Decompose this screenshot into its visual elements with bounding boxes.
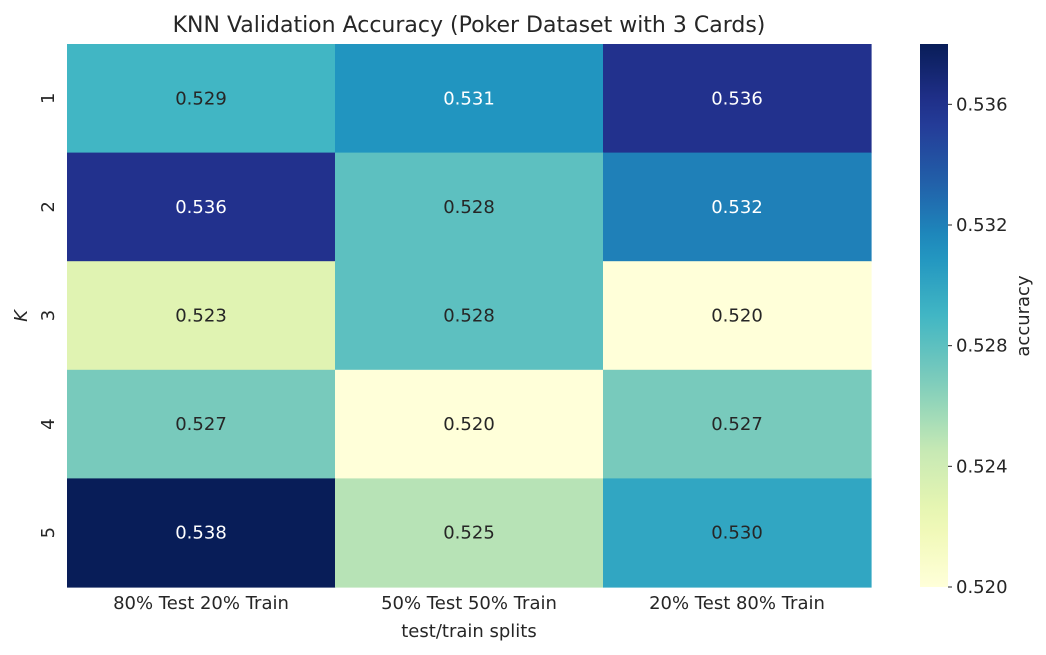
colorbar-ticks: 0.520 0.524 0.528 0.532 0.536 xyxy=(948,94,1008,598)
heatmap-cell xyxy=(603,152,872,262)
colorbar-tick-label: 0.520 xyxy=(956,577,1008,598)
x-tick-label: 20% Test 80% Train xyxy=(649,593,825,614)
heatmap-cell xyxy=(67,44,336,154)
colorbar xyxy=(920,44,948,587)
y-tick-label: 4 xyxy=(38,418,59,429)
heatmap-cell xyxy=(67,478,336,588)
heatmap-cell xyxy=(603,478,872,588)
heatmap-cell xyxy=(603,369,872,479)
colorbar-tick-label: 0.532 xyxy=(956,215,1008,236)
cell-value-label: 0.530 xyxy=(711,523,763,544)
heatmap-cell xyxy=(67,369,336,479)
y-tick-label: 3 xyxy=(38,310,59,321)
cell-value-label: 0.538 xyxy=(175,523,227,544)
cell-value-label: 0.525 xyxy=(443,523,495,544)
heatmap-cell xyxy=(67,152,336,262)
heatmap-cell xyxy=(335,369,604,479)
cell-value-label: 0.528 xyxy=(443,197,495,218)
cell-value-label: 0.536 xyxy=(175,197,227,218)
heatmap-cell xyxy=(335,44,604,154)
heatmap-cell xyxy=(603,261,872,371)
colorbar-tick-label: 0.524 xyxy=(956,456,1008,477)
cell-value-label: 0.520 xyxy=(711,306,763,327)
x-axis-ticks: 80% Test 20% Train 50% Test 50% Train 20% … xyxy=(113,593,825,614)
cell-value-label: 0.520 xyxy=(443,414,495,435)
y-tick-label: 5 xyxy=(38,527,59,538)
y-axis-ticks: 1 2 3 4 5 xyxy=(38,93,59,539)
cell-value-label: 0.523 xyxy=(175,306,227,327)
cell-value-label: 0.532 xyxy=(711,197,763,218)
chart-title: KNN Validation Accuracy (Poker Dataset w… xyxy=(173,13,766,38)
heatmap-cell xyxy=(603,44,872,154)
y-axis-label: K xyxy=(11,309,32,322)
x-axis-label: test/train splits xyxy=(401,621,537,642)
cell-value-label: 0.531 xyxy=(443,88,495,109)
heatmap-cells xyxy=(67,44,872,588)
cell-value-label: 0.529 xyxy=(175,88,227,109)
y-tick-label: 2 xyxy=(38,201,59,212)
y-tick-label: 1 xyxy=(38,93,59,104)
heatmap-cell xyxy=(335,261,604,371)
heatmap-cell xyxy=(335,152,604,262)
cell-value-label: 0.536 xyxy=(711,88,763,109)
heatmap-cell-labels: 0.529 0.531 0.536 0.536 0.528 0.532 0.523 0.528… xyxy=(175,88,763,543)
cell-value-label: 0.527 xyxy=(175,414,227,435)
colorbar-label: accuracy xyxy=(1013,275,1034,357)
cell-value-label: 0.528 xyxy=(443,306,495,327)
x-tick-label: 50% Test 50% Train xyxy=(381,593,557,614)
heatmap-cell xyxy=(67,261,336,371)
x-tick-label: 80% Test 20% Train xyxy=(113,593,289,614)
heatmap-cell xyxy=(335,478,604,588)
colorbar-tick-label: 0.536 xyxy=(956,94,1008,115)
cell-value-label: 0.527 xyxy=(711,414,763,435)
colorbar-tick-label: 0.528 xyxy=(956,336,1008,357)
